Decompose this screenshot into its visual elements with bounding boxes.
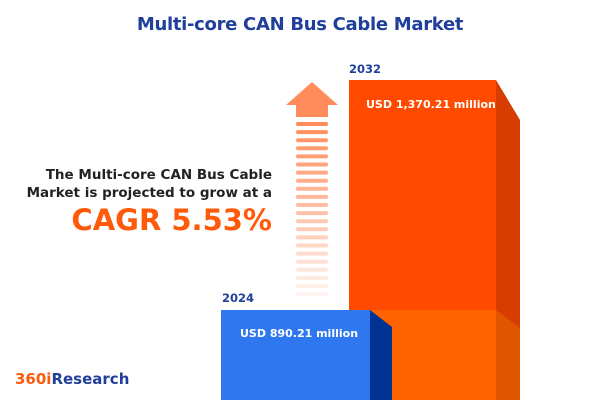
cagr-value: CAGR 5.53%: [71, 203, 272, 237]
arrow-stripe: [296, 219, 328, 224]
bar-2032-lower-side: [496, 310, 520, 400]
arrow-stripe: [296, 203, 328, 207]
bar-2024: [221, 310, 370, 400]
growth-arrow-icon: [286, 82, 338, 297]
arrow-stripe: [296, 292, 328, 297]
arrow-stripe: [296, 122, 328, 126]
chart-title: Multi-core CAN Bus Cable Market: [136, 14, 464, 35]
arrow-stripe: [296, 194, 328, 199]
value-label-2032: USD 1,370.21 million: [366, 98, 496, 111]
arrow-stripe: [296, 227, 328, 232]
arrow-stripe: [296, 130, 328, 135]
arrow-head: [286, 82, 338, 117]
arrow-stripe: [296, 138, 328, 143]
arrow-stripe: [296, 275, 328, 280]
bar-2024-side: [370, 310, 392, 400]
arrow-stripe: [296, 259, 328, 264]
description-line-1: The Multi-core CAN Bus Cable: [45, 167, 272, 183]
arrow-stripe: [296, 162, 328, 167]
description-line-2: Market is projected to grow at a: [26, 185, 272, 201]
arrow-stripe: [296, 146, 328, 151]
arrow-stripe: [296, 243, 328, 248]
arrow-stripe: [296, 267, 328, 272]
value-label-2024: USD 890.21 million: [240, 327, 359, 340]
logo: 360iResearch: [15, 370, 129, 388]
year-label-2032: 2032: [349, 62, 382, 76]
logo-part-1: 360i: [15, 370, 52, 388]
logo-part-2: Research: [51, 370, 130, 388]
arrow-stripe: [296, 284, 328, 288]
arrow-stripe: [296, 154, 328, 159]
year-label-2024: 2024: [222, 291, 255, 305]
arrow-stripe: [296, 186, 328, 191]
arrow-stripe: [296, 211, 328, 216]
arrow-stripe: [296, 170, 328, 175]
arrow-stripe: [296, 251, 328, 256]
description: The Multi-core CAN Bus Cable Market is p…: [27, 166, 272, 202]
arrow-stripe: [296, 235, 328, 240]
arrow-stripe: [296, 178, 328, 183]
